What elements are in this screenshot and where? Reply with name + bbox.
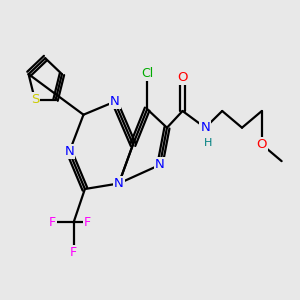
Text: Cl: Cl	[141, 67, 153, 80]
Text: N: N	[114, 177, 124, 190]
Text: H: H	[204, 138, 212, 148]
Text: F: F	[49, 216, 56, 229]
Text: F: F	[84, 216, 91, 229]
Text: F: F	[70, 246, 77, 259]
Text: N: N	[110, 95, 119, 108]
Text: O: O	[256, 138, 267, 151]
Text: N: N	[155, 158, 165, 171]
Text: N: N	[64, 146, 74, 158]
Text: O: O	[177, 71, 188, 84]
Text: S: S	[31, 93, 39, 106]
Text: N: N	[200, 121, 210, 134]
